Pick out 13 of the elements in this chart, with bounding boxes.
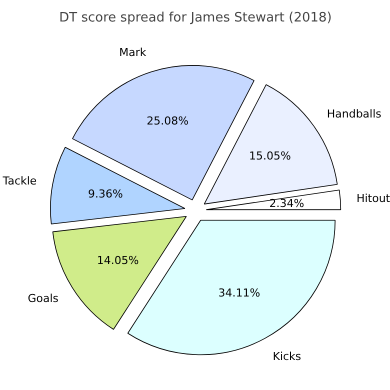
data-label: 15.05% xyxy=(248,149,291,162)
data-label: 14.05% xyxy=(96,254,139,267)
data-label: 9.36% xyxy=(88,187,123,200)
slice-label: Handballs xyxy=(326,107,382,120)
data-label: 34.11% xyxy=(218,286,260,300)
slice-label: Tackle xyxy=(2,174,37,188)
slice-label: Goals xyxy=(28,292,59,305)
slice-label: Mark xyxy=(119,46,147,59)
slice-label: Hitout xyxy=(356,192,390,205)
data-label: 25.08% xyxy=(146,114,189,128)
data-label: 2.34% xyxy=(269,197,304,210)
slice-label: Kicks xyxy=(272,350,302,363)
chart-title: DT score spread for James Stewart (2018) xyxy=(59,10,332,26)
